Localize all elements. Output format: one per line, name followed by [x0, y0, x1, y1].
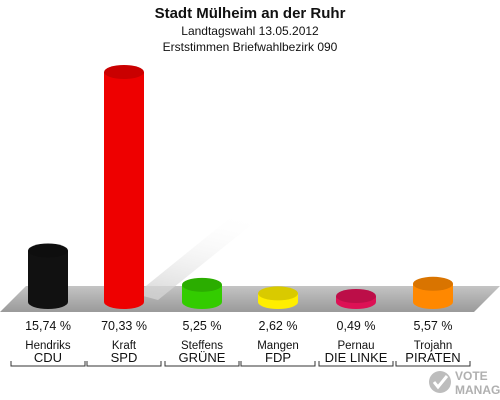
- bar-shadow: [136, 198, 274, 300]
- logo-text-vote: VOTE: [455, 369, 488, 383]
- bar-cap: [336, 289, 376, 303]
- value-label: 5,25 %: [183, 319, 222, 333]
- party-underline: [86, 361, 162, 367]
- candidate-label: Kraft: [112, 340, 137, 352]
- party-underlines: [10, 361, 471, 367]
- bar-piraten: [413, 276, 453, 309]
- party-label: PIRATEN: [405, 350, 460, 365]
- value-label: 15,74 %: [25, 319, 71, 333]
- bar-body: [413, 283, 453, 309]
- candidate-label: Hendriks: [25, 340, 71, 352]
- candidate-label: Steffens: [181, 340, 223, 352]
- logo-text-manager: MANAGER: [455, 383, 500, 397]
- candidate-label: Pernau: [337, 340, 374, 352]
- party-underline: [318, 361, 394, 367]
- party-underline: [395, 361, 471, 367]
- bar-spd: [104, 65, 144, 309]
- value-label: 0,49 %: [337, 319, 376, 333]
- party-underline: [10, 361, 86, 367]
- bar-cap: [182, 277, 222, 292]
- party-label: DIE LINKE: [325, 350, 388, 365]
- bar-cap: [258, 286, 298, 301]
- party-label: GRÜNE: [179, 350, 226, 365]
- value-label: 2,62 %: [259, 319, 298, 333]
- bars-layer: [28, 65, 453, 309]
- bar-die-linke: [336, 289, 376, 309]
- bar-cap: [413, 276, 453, 291]
- chart-subtitle-district: Erststimmen Briefwahlbezirk 090: [163, 40, 338, 54]
- party-label: CDU: [34, 350, 62, 365]
- votemanager-logo: VOTE MANAGER: [429, 369, 500, 397]
- party-underline: [240, 361, 316, 367]
- candidate-label: Trojahn: [414, 340, 453, 352]
- bar-cap: [104, 65, 144, 79]
- bar-fdp: [258, 286, 298, 309]
- value-label: 5,57 %: [414, 319, 453, 333]
- bar-body: [104, 72, 144, 309]
- candidate-label: Mangen: [257, 340, 299, 352]
- party-label: SPD: [111, 350, 138, 365]
- party-underline: [164, 361, 240, 367]
- chart-subtitle-election: Landtagswahl 13.05.2012: [181, 24, 319, 38]
- bar-cdu: [28, 243, 68, 309]
- party-label: FDP: [265, 350, 291, 365]
- value-label: 70,33 %: [101, 319, 147, 333]
- bar-body: [28, 250, 68, 309]
- chart-title: Stadt Mülheim an der Ruhr: [155, 5, 346, 22]
- bar-grüne: [182, 277, 222, 309]
- bar-cap: [28, 243, 68, 258]
